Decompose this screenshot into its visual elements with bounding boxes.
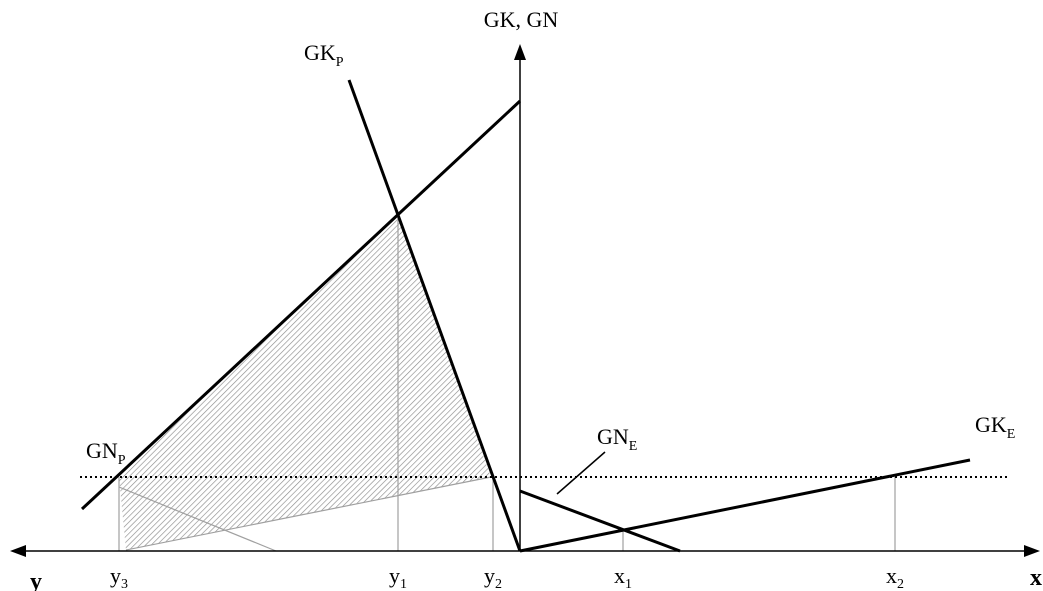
tick-x1: x1 [614,563,632,591]
label-gk-e: GKE [975,412,1015,442]
curve-gk-e [519,458,971,553]
label-gn-e: GNE [597,424,637,454]
gn-e-pointer [556,451,606,495]
curve-gn-e [519,489,681,553]
label-gk-p: GKP [304,40,344,70]
label-gn-p: GNP [86,438,126,468]
left-arrow-icon [10,545,26,557]
curves [80,79,971,553]
axis-right-label: x [1030,565,1042,591]
tick-y2: y2 [484,563,502,591]
up-arrow-icon [514,44,526,60]
vertical-axis-title: GK, GN [484,7,559,32]
tick-y3: y3 [110,563,128,591]
curve-gk-p [347,79,522,552]
curve-gn-p [80,99,522,511]
vertical-axis [514,44,526,551]
axis-left-label: y [30,569,42,591]
guide-lines [118,216,896,552]
hatched-region [119,216,491,550]
right-arrow-icon [1024,545,1040,557]
tick-y1: y1 [389,563,407,591]
guide-diagonal-1 [118,486,277,552]
tick-x2: x2 [886,563,904,591]
guide-diagonal-2 [125,476,492,551]
